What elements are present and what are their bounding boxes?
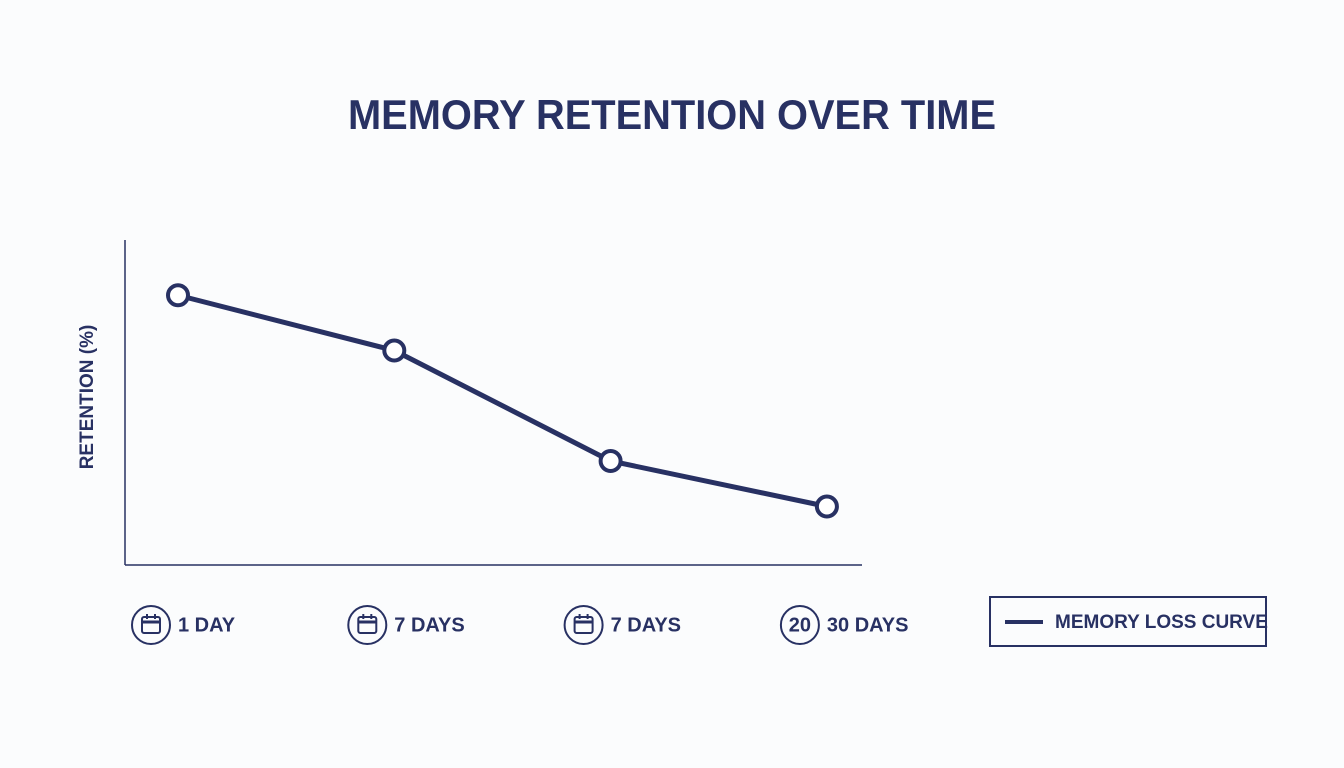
calendar-icon: [141, 616, 161, 634]
point: [166, 283, 190, 308]
category-icon: [131, 605, 171, 645]
y-axis-label: RETENTION (%): [77, 325, 98, 470]
category-icon: [779, 605, 820, 645]
x-tick-label: 30 DAYS: [827, 614, 909, 636]
calendar-icon: [573, 616, 594, 634]
x-tick-label: 7 DAYS: [611, 614, 681, 636]
x-tick-label: 1 DAY: [178, 614, 236, 636]
point: [814, 494, 839, 519]
category-icon: [563, 605, 604, 645]
point: [382, 338, 407, 363]
calendar-icon: [357, 616, 378, 634]
x-tick-label: 7 DAYS: [394, 614, 464, 636]
legend-box: [989, 596, 1267, 647]
category-icon: [347, 605, 388, 645]
point: [598, 449, 623, 473]
category-icon-text: 20: [789, 614, 811, 636]
line: [177, 292, 828, 509]
chart-title: MEMORY RETENTION OVER TIME: [348, 91, 996, 138]
legend-label: MEMORY LOSS CURVE: [1055, 612, 1268, 633]
